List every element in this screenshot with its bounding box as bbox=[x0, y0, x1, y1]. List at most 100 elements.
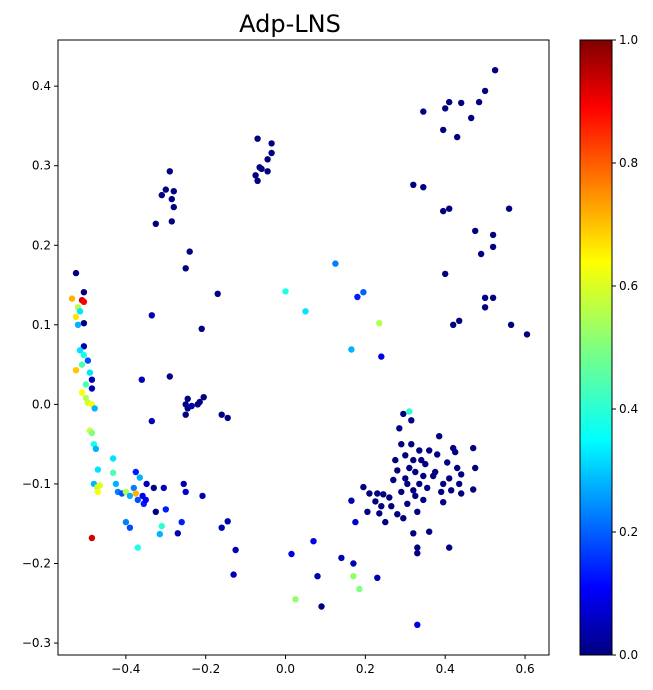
data-point bbox=[162, 506, 169, 513]
data-point bbox=[214, 290, 221, 297]
y-tick-label: −0.1 bbox=[22, 477, 51, 491]
data-point bbox=[82, 381, 90, 388]
data-point bbox=[456, 317, 463, 324]
data-point bbox=[252, 172, 259, 179]
data-point bbox=[268, 149, 275, 157]
data-point bbox=[388, 503, 395, 510]
data-point bbox=[414, 621, 421, 628]
data-point bbox=[88, 534, 96, 542]
data-point bbox=[94, 466, 102, 473]
data-point bbox=[356, 585, 363, 593]
data-point bbox=[394, 467, 401, 474]
data-point bbox=[414, 544, 421, 551]
data-point bbox=[489, 231, 497, 239]
data-point bbox=[86, 369, 94, 376]
data-point bbox=[254, 177, 261, 184]
data-point bbox=[318, 603, 325, 610]
data-point bbox=[84, 357, 92, 364]
colorbar-tick-label: 0.2 bbox=[619, 525, 638, 539]
data-point bbox=[92, 445, 100, 453]
data-point bbox=[268, 140, 275, 147]
data-point bbox=[420, 496, 427, 504]
data-point bbox=[158, 522, 165, 530]
data-point bbox=[224, 414, 231, 422]
x-axis: −0.4 −0.2 0.0 0.2 0.4 0.6 bbox=[111, 655, 535, 676]
data-point bbox=[152, 220, 159, 227]
data-point bbox=[148, 312, 155, 319]
data-point bbox=[126, 492, 134, 500]
data-point bbox=[136, 474, 143, 481]
data-point bbox=[372, 498, 379, 505]
colorbar-tick-label: 0.8 bbox=[619, 156, 638, 170]
data-point bbox=[109, 455, 117, 462]
data-point bbox=[454, 464, 461, 472]
data-point bbox=[156, 530, 163, 538]
data-point bbox=[489, 294, 497, 301]
data-point bbox=[380, 491, 387, 498]
data-point bbox=[76, 347, 84, 354]
data-point bbox=[68, 295, 76, 302]
colorbar-tick-label: 0.4 bbox=[619, 402, 638, 416]
data-point bbox=[416, 447, 423, 454]
x-tick-label: 0.6 bbox=[516, 662, 535, 676]
data-point bbox=[348, 346, 355, 353]
data-point bbox=[292, 596, 299, 603]
data-point bbox=[446, 98, 453, 106]
data-point bbox=[74, 321, 82, 328]
data-point bbox=[96, 482, 104, 489]
data-point bbox=[420, 184, 427, 191]
x-tick-label: −0.2 bbox=[191, 662, 220, 676]
data-point bbox=[402, 475, 409, 482]
data-point bbox=[170, 203, 177, 211]
data-point bbox=[470, 444, 477, 452]
chart-title: Adp-LNS bbox=[239, 10, 341, 38]
data-point bbox=[302, 308, 309, 315]
data-point bbox=[402, 452, 409, 459]
data-point bbox=[398, 441, 405, 448]
data-point bbox=[424, 484, 431, 492]
y-tick-label: 0.4 bbox=[32, 79, 51, 93]
data-point bbox=[458, 99, 465, 107]
data-point bbox=[418, 456, 425, 464]
data-point bbox=[481, 294, 489, 301]
data-point bbox=[264, 168, 271, 175]
data-point bbox=[481, 87, 489, 95]
data-point bbox=[398, 488, 405, 496]
data-point bbox=[410, 487, 417, 494]
data-point bbox=[132, 490, 139, 497]
data-point bbox=[218, 411, 225, 418]
data-point bbox=[162, 186, 169, 193]
data-point bbox=[392, 456, 399, 464]
data-point bbox=[410, 530, 417, 537]
y-tick-label: 0.0 bbox=[32, 397, 51, 411]
data-point bbox=[182, 488, 189, 496]
data-point bbox=[366, 490, 373, 497]
data-point bbox=[376, 510, 383, 517]
data-point bbox=[138, 376, 145, 383]
data-point bbox=[168, 195, 175, 203]
data-point bbox=[420, 108, 427, 115]
data-point bbox=[386, 494, 393, 501]
data-point bbox=[523, 331, 531, 338]
data-point bbox=[390, 476, 397, 484]
data-point bbox=[288, 550, 295, 558]
data-point bbox=[477, 250, 485, 258]
data-point bbox=[130, 484, 137, 492]
data-point bbox=[408, 417, 415, 424]
data-point bbox=[432, 468, 439, 476]
data-point bbox=[400, 515, 407, 522]
data-point bbox=[134, 544, 141, 551]
data-point bbox=[134, 496, 141, 504]
data-point bbox=[456, 480, 463, 488]
data-point bbox=[414, 508, 421, 515]
data-point bbox=[78, 361, 86, 368]
data-point bbox=[406, 408, 413, 415]
data-point bbox=[438, 488, 445, 496]
data-point bbox=[78, 389, 86, 396]
y-tick-label: −0.2 bbox=[22, 557, 51, 571]
data-point bbox=[378, 353, 385, 360]
data-point bbox=[404, 480, 411, 488]
data-point bbox=[282, 288, 289, 295]
data-point bbox=[122, 518, 130, 526]
